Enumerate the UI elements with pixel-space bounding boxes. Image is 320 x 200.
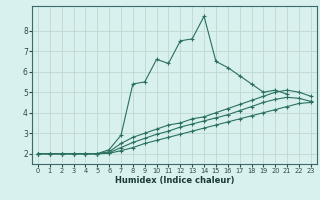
X-axis label: Humidex (Indice chaleur): Humidex (Indice chaleur) — [115, 176, 234, 185]
